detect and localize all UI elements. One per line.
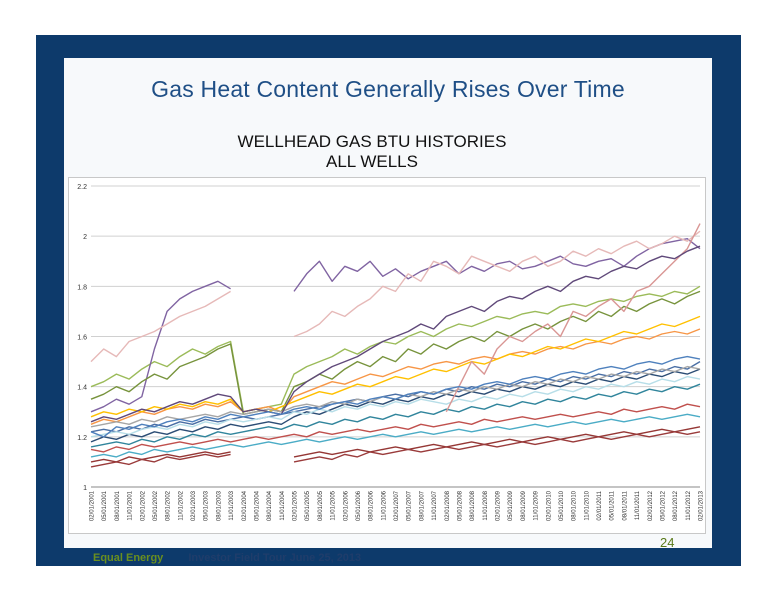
x-tick-label: 11/01/2002 [178, 490, 184, 520]
x-tick-label: 05/01/2011 [610, 490, 616, 520]
series-line [90, 315, 701, 418]
x-tick-label: 08/01/2001 [115, 490, 121, 521]
y-tick-label: 2.2 [77, 184, 87, 191]
slide-title: Gas Heat Content Generally Rises Over Ti… [151, 76, 625, 102]
x-tick-label: 02/01/2008 [445, 490, 451, 521]
x-tick-label: 02/01/2006 [343, 490, 349, 521]
series-line [90, 238, 701, 413]
x-tick-label: 08/01/2004 [267, 490, 273, 521]
x-tick-label: 02/01/2001 [90, 490, 96, 521]
y-tick-label: 1.6 [77, 335, 87, 342]
series-lines [90, 223, 701, 468]
x-tick-label: 11/01/2010 [584, 490, 590, 520]
chart-title-line-2: ALL WELLS [326, 152, 418, 171]
series-line [90, 368, 701, 443]
footer-company: Equal Energy [93, 552, 164, 564]
chart-title: WELLHEAD GAS BTU HISTORIES ALL WELLS [64, 132, 680, 172]
series-line [90, 375, 701, 438]
x-tick-label: 11/01/2008 [483, 490, 489, 520]
x-tick-label: 11/01/2009 [534, 490, 540, 520]
x-tick-label: 08/01/2010 [572, 490, 578, 521]
x-tick-label: 05/01/2005 [305, 490, 311, 521]
series-line [445, 223, 701, 413]
x-tick-label: 11/01/2011 [635, 490, 641, 520]
series-line [90, 355, 701, 438]
series-line [90, 426, 701, 463]
series-line [90, 403, 701, 453]
series-line [90, 431, 701, 468]
series-line [90, 413, 701, 458]
x-tick-label: 11/01/2005 [331, 490, 337, 520]
x-tick-label: 05/01/2012 [660, 490, 666, 521]
y-tick-label: 1 [83, 485, 87, 492]
x-tick-label: 02/01/2009 [496, 490, 502, 521]
x-tick-label: 05/01/2007 [407, 490, 413, 521]
x-tick-label: 11/01/2001 [128, 490, 134, 520]
series-line [90, 360, 701, 433]
chart-area: 1 1.2 1.4 1.6 1.8 2 2.2 02/01/2001 05/01/2001 08… [68, 177, 706, 534]
x-tick-label: 11/01/2003 [229, 490, 235, 520]
x-tick-label: 08/01/2007 [419, 490, 425, 521]
x-tick-label: 05/01/2002 [153, 490, 159, 521]
x-tick-label: 11/01/2012 [686, 490, 692, 520]
x-tick-label: 08/01/2005 [318, 490, 324, 521]
x-tick-label: 11/01/2004 [280, 490, 286, 520]
y-axis: 1 1.2 1.4 1.6 1.8 2 2.2 [77, 184, 87, 492]
x-tick-label: 08/01/2002 [166, 490, 172, 521]
x-tick-label: 08/01/2012 [673, 490, 679, 521]
footer-event: Investor Field Tour June 25, 2013 [188, 552, 362, 564]
x-tick-label: 08/01/2009 [521, 490, 527, 521]
x-tick-label: 02/01/2010 [546, 490, 552, 521]
y-tick-label: 1.4 [77, 385, 87, 392]
x-tick-label: 02/01/2005 [293, 490, 299, 521]
x-tick-label: 08/01/2008 [470, 490, 476, 521]
x-tick-label: 11/01/2007 [432, 490, 438, 520]
chart-title-line-1: WELLHEAD GAS BTU HISTORIES [237, 132, 507, 151]
x-tick-label: 02/01/2002 [140, 490, 146, 521]
x-tick-label: 11/01/2006 [381, 490, 387, 520]
footer: Equal Energy Investor Field Tour June 25… [93, 552, 361, 564]
x-tick-label: 05/01/2009 [508, 490, 514, 521]
x-tick-label: 02/01/2013 [699, 490, 705, 521]
x-tick-label: 02/01/2012 [648, 490, 654, 521]
x-tick-label: 05/01/2010 [559, 490, 565, 521]
line-chart: 1 1.2 1.4 1.6 1.8 2 2.2 02/01/2001 05/01/2001 08… [77, 184, 705, 521]
x-tick-label: 08/01/2006 [369, 490, 375, 521]
x-tick-label: 05/01/2006 [356, 490, 362, 521]
x-tick-label: 02/01/2004 [242, 490, 248, 521]
x-tick-label: 02/01/2011 [597, 490, 603, 520]
series-line [90, 245, 701, 423]
x-tick-label: 08/01/2003 [216, 490, 222, 521]
y-tick-label: 2 [83, 234, 87, 241]
x-tick-label: 08/01/2011 [622, 490, 628, 520]
x-axis: 02/01/2001 05/01/2001 08/01/2001 11/01/2001… [90, 486, 705, 521]
series-line [90, 383, 701, 448]
series-line [90, 230, 701, 363]
x-tick-label: 02/01/2007 [394, 490, 400, 521]
series-line [90, 285, 701, 413]
x-tick-label: 05/01/2001 [102, 490, 108, 521]
x-tick-label: 05/01/2008 [457, 490, 463, 521]
page-number: 24 [660, 535, 675, 550]
series-line [90, 290, 701, 415]
y-tick-label: 1.2 [77, 435, 87, 442]
x-tick-label: 05/01/2004 [254, 490, 260, 521]
x-tick-label: 02/01/2003 [191, 490, 197, 521]
y-tick-label: 1.8 [77, 284, 87, 291]
x-tick-label: 05/01/2003 [204, 490, 210, 521]
